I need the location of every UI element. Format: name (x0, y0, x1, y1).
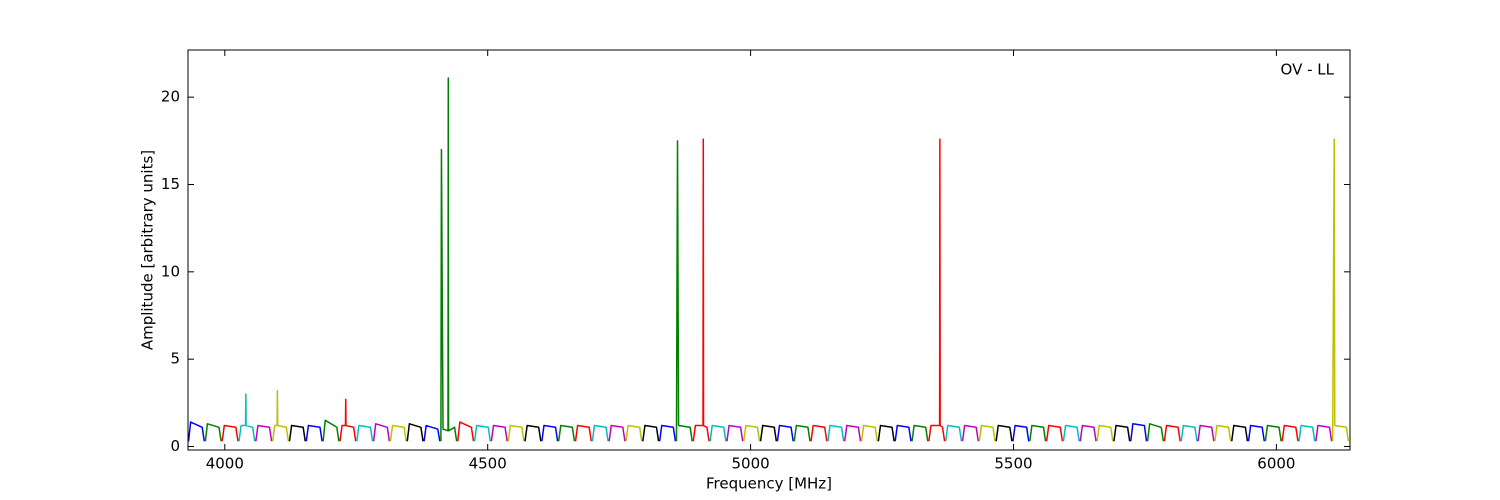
plot-frame (187, 49, 1351, 451)
spectrum-line (221, 138, 1299, 442)
y-axis-label: Amplitude [arbitrary units] (139, 150, 157, 350)
annotation: OV - LL (1281, 61, 1335, 79)
x-axis-label: Frequency [MHz] (706, 475, 832, 493)
y-tick-label: 20 (161, 88, 180, 106)
plot-area (188, 77, 1350, 442)
y-tick-label: 10 (161, 262, 180, 280)
spectrum-line (288, 423, 1249, 442)
y-tick-label: 15 (161, 175, 180, 193)
spectrum-line (255, 423, 1333, 442)
x-tick-label: 5000 (732, 455, 770, 473)
y-tick-label: 5 (170, 350, 180, 368)
spectrum-line (188, 421, 1266, 442)
y-tick-label: 0 (170, 437, 180, 455)
x-tick-label: 5500 (994, 455, 1032, 473)
x-tick-label: 4000 (206, 455, 244, 473)
x-tick-label: 4500 (469, 455, 507, 473)
x-tick-label: 6000 (1257, 455, 1295, 473)
spectrum-line (204, 77, 1282, 442)
spectrum-line (271, 138, 1350, 442)
spectrum-line (238, 393, 1316, 442)
